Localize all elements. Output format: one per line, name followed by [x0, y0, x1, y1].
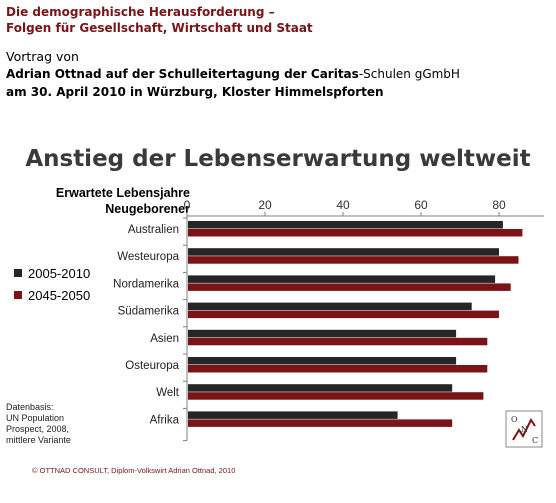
bar-2005-2010-4 [188, 329, 457, 338]
source-line-1: Datenbasis: [6, 402, 54, 412]
x-tick-label-40: 40 [336, 198, 350, 212]
source-line-3: Prospect, 2008, [6, 424, 70, 434]
x-tick-label-0: 0 [184, 198, 191, 212]
source-note: Datenbasis: UN Population Prospect, 2008… [6, 402, 96, 446]
category-label-0: Australien [128, 224, 179, 236]
svg-text:O: O [511, 415, 518, 424]
bar-2045-2050-7 [188, 419, 453, 427]
bar-2045-2050-1 [188, 256, 519, 264]
bar-2005-2010-2 [188, 275, 496, 283]
talk-label: Vortrag von [6, 49, 79, 64]
bar-2005-2010-3 [188, 302, 472, 311]
bar-2045-2050-4 [188, 337, 488, 346]
header-title-line-2: Folgen für Gesellschaft, Wirtschaft und … [6, 21, 313, 35]
value-axis-title: Erwartete Lebensjahre Neugeborener [55, 186, 190, 216]
bar-2045-2050-5 [188, 365, 488, 373]
bar-2005-2010-0 [188, 221, 503, 229]
legend-swatch-red [14, 291, 22, 299]
bar-2005-2010-5 [188, 357, 457, 365]
speaker-org-suffix: -Schulen gGmbH [358, 67, 460, 81]
date-line: am 30. April 2010 in Würzburg, Kloster H… [6, 85, 384, 99]
speaker-name: Adrian Ottnad auf der Schulleitertagung … [6, 67, 359, 81]
speaker-line: Adrian Ottnad auf der Schulleitertagung … [6, 65, 552, 83]
category-label-3: Südamerika [118, 306, 180, 318]
bar-2045-2050-2 [188, 283, 511, 291]
legend-label-2005-2010: 2005-2010 [28, 265, 91, 281]
category-label-7: Afrika [150, 414, 180, 426]
ottnad-consult-logo: O N C [505, 410, 543, 448]
bar-2045-2050-3 [188, 310, 499, 319]
source-line-4: mittlere Variante [6, 435, 71, 445]
chart-legend: 2005-2010 2045-2050 [14, 262, 90, 306]
category-label-4: Asien [150, 333, 179, 345]
legend-label-2045-2050: 2045-2050 [28, 287, 91, 303]
header-title-line-1: Die demographische Herausforderung – [6, 5, 275, 19]
x-tick-label-60: 60 [414, 198, 428, 212]
x-tick-label-80: 80 [492, 198, 506, 212]
copyright-footer: © OTTNAD CONSULT, Diplom-Volkswirt Adria… [32, 466, 236, 475]
slide-header: Die demographische Herausforderung – Fol… [6, 4, 552, 101]
category-label-5: Osteuropa [125, 360, 179, 372]
legend-item-2045-2050: 2045-2050 [14, 284, 90, 306]
bar-2005-2010-7 [188, 411, 398, 419]
chart-title: Anstieg der Lebenserwartung weltweit [25, 146, 531, 172]
svg-text:C: C [532, 436, 538, 445]
bar-2045-2050-0 [188, 229, 523, 237]
bar-2005-2010-1 [188, 248, 499, 256]
category-label-2: Nordamerika [113, 278, 179, 290]
bar-2045-2050-6 [188, 392, 484, 400]
legend-item-2005-2010: 2005-2010 [14, 262, 90, 284]
legend-swatch-dark [14, 269, 22, 277]
svg-text:N: N [521, 425, 528, 434]
category-label-6: Welt [156, 387, 180, 399]
x-tick-label-20: 20 [258, 198, 272, 212]
source-line-2: UN Population [6, 413, 65, 423]
category-label-1: Westeuropa [117, 251, 179, 263]
bar-2005-2010-6 [188, 384, 453, 392]
